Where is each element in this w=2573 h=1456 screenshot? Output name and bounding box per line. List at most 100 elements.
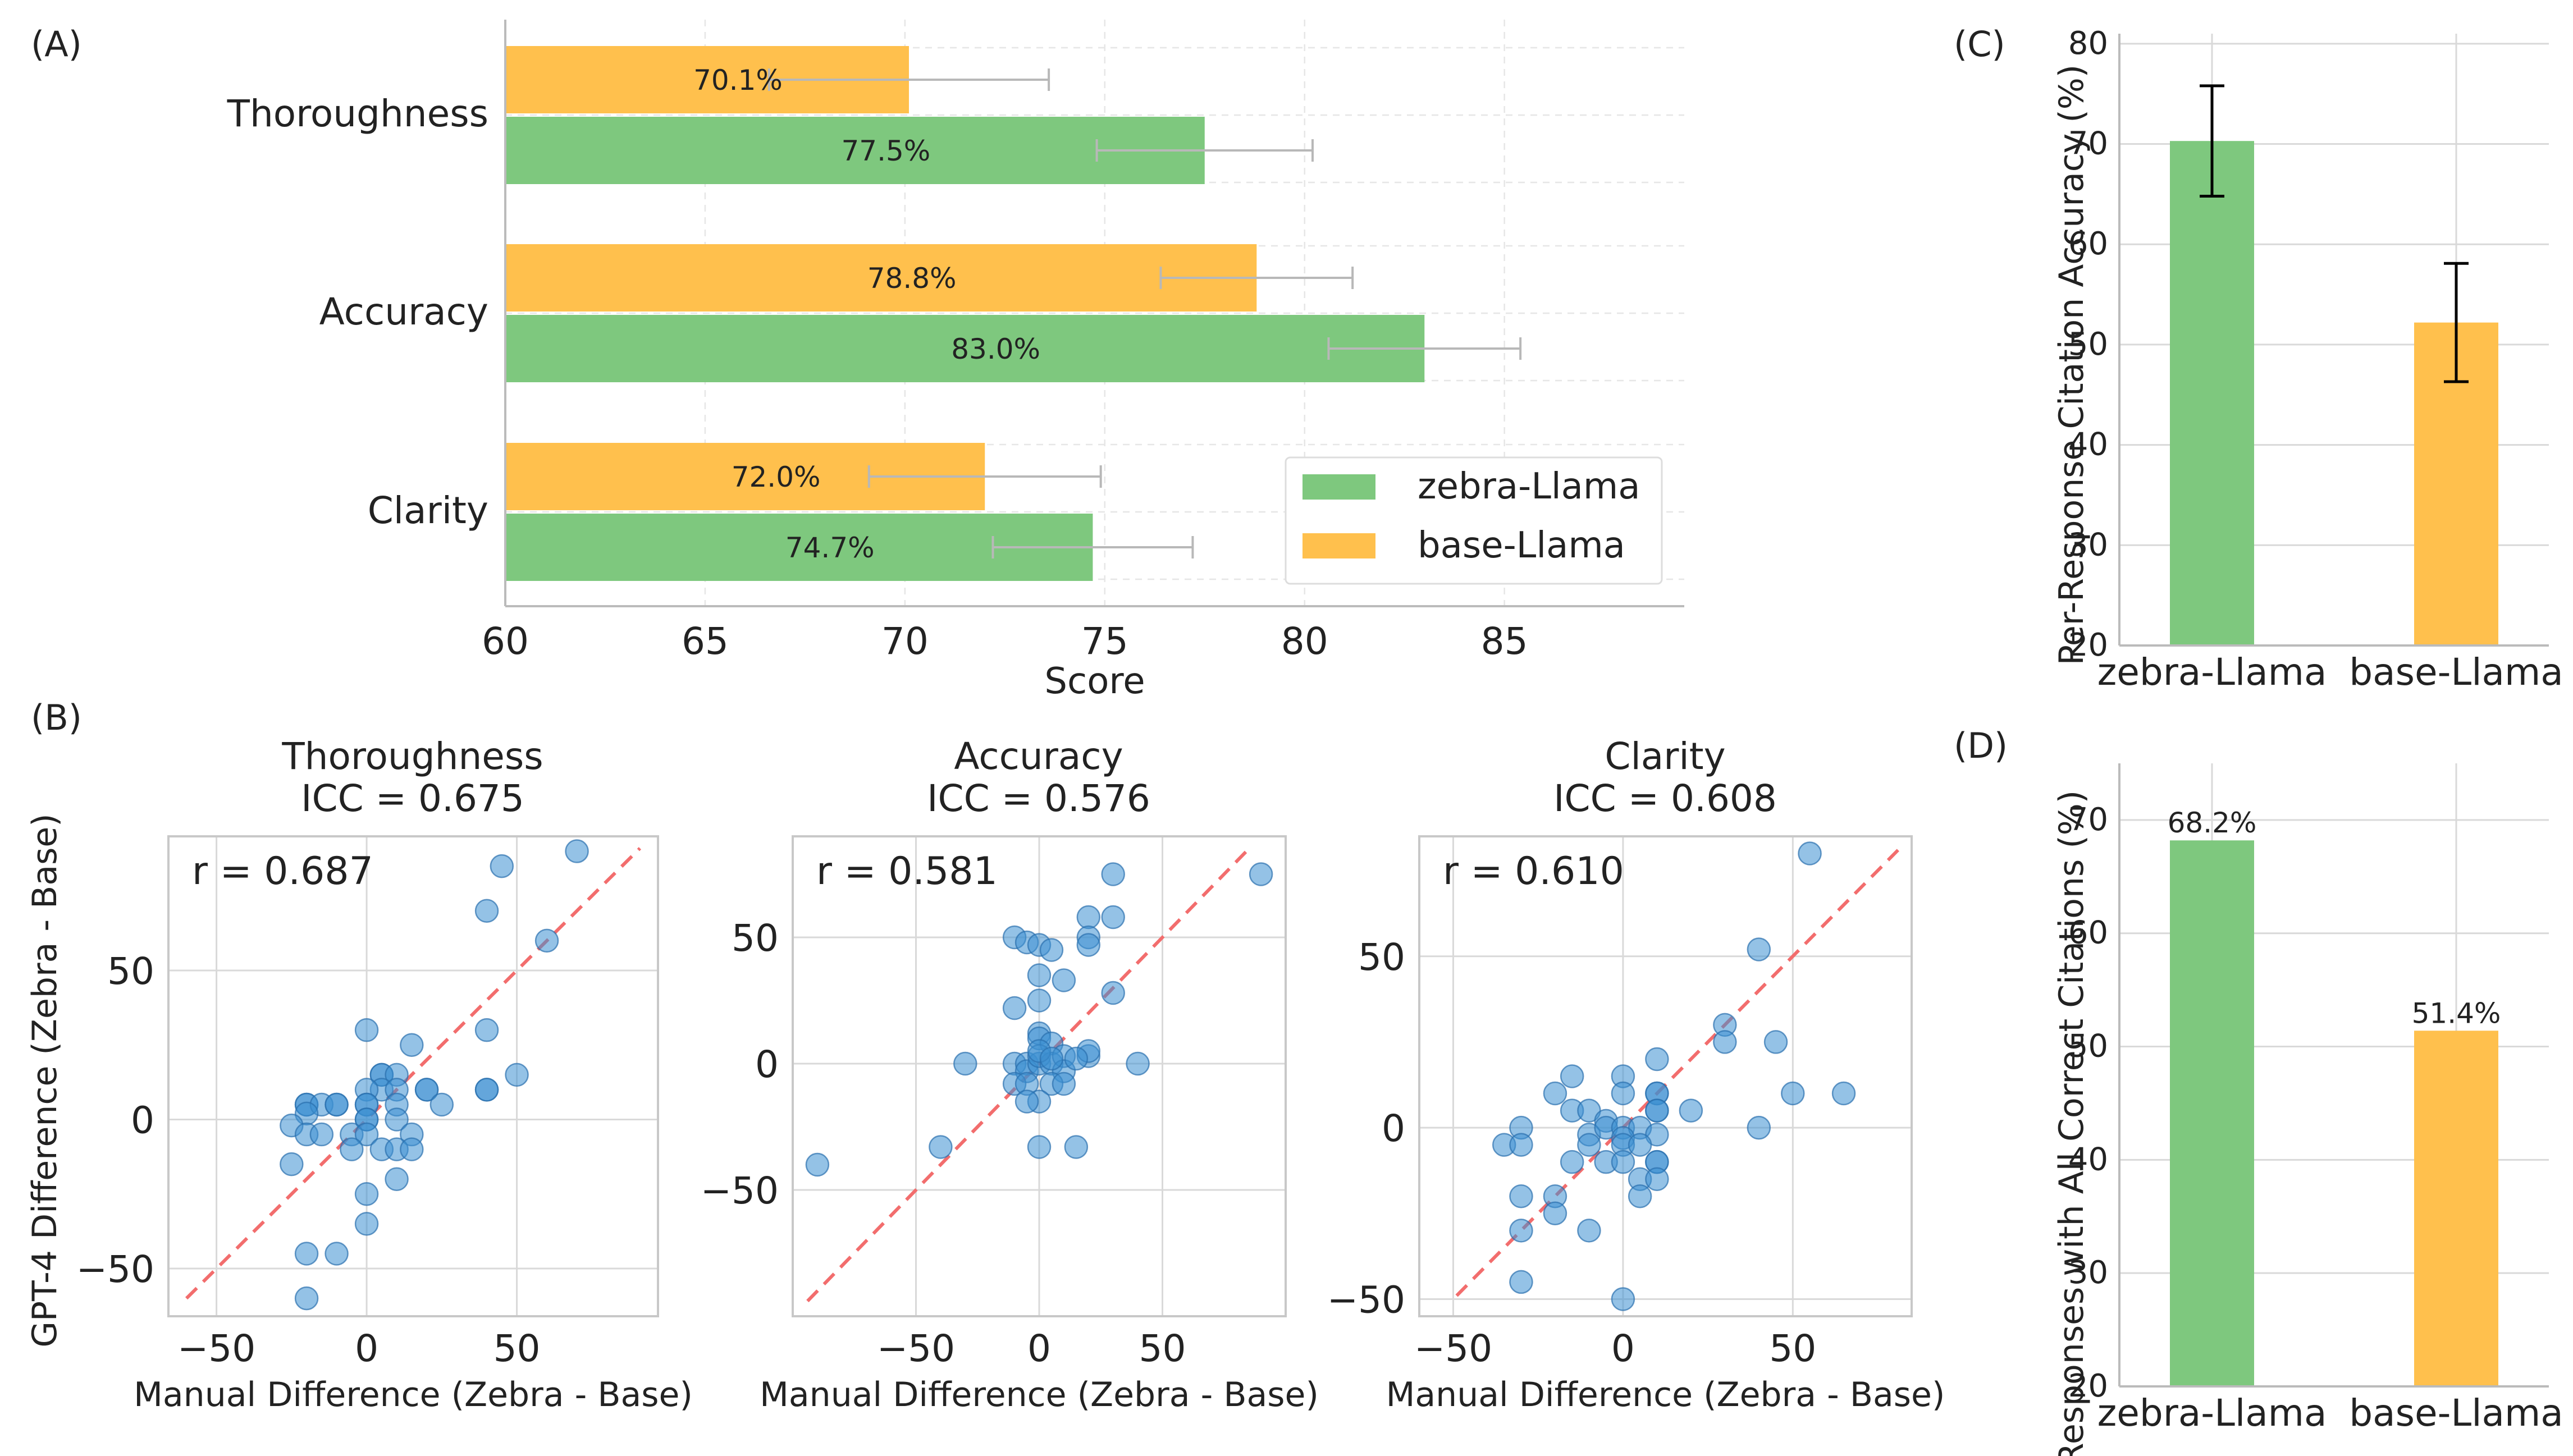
panel-c-bar-chart: Per-Response Citation Accuracy (%) 20 30 4…	[2052, 25, 2563, 694]
a-data-label-zebra: 77.5%	[841, 135, 930, 167]
a-data-label-zebra: 83.0%	[951, 333, 1040, 365]
a-bar-zebra	[505, 315, 1425, 382]
b3-point	[1747, 937, 1771, 961]
d-bar-base	[2414, 1031, 2498, 1386]
b2-title: Accuracy	[954, 735, 1123, 778]
panel-a-legend: zebra-Llama base-Llama	[1285, 456, 1663, 585]
b1-point	[429, 1092, 454, 1117]
b2-point	[1002, 996, 1027, 1020]
b2-x-tick-label: 0	[1027, 1327, 1051, 1370]
b2-point	[1027, 988, 1052, 1013]
b3-y-tick-label: −50	[1327, 1278, 1405, 1321]
d-category-label: base-Llama	[2349, 1391, 2563, 1435]
legend-label-zebra: zebra-Llama	[1418, 466, 1640, 507]
b3-point	[1560, 1064, 1584, 1088]
b1-x-tick-label: 0	[355, 1327, 378, 1370]
panel-a-x-label: Score	[1044, 661, 1145, 702]
b3-point	[1763, 1030, 1788, 1054]
b1-point	[474, 1018, 499, 1042]
b1-y-tick-label: −50	[76, 1248, 154, 1291]
a-x-tick-label: 85	[1481, 620, 1528, 663]
d-y-tick-label: 50	[2068, 1028, 2108, 1065]
b1-point	[325, 1092, 349, 1117]
b1-point	[354, 1018, 379, 1042]
b2-point	[1101, 862, 1125, 886]
b1-point	[474, 1078, 499, 1102]
b2-point	[929, 1135, 953, 1159]
b1-point	[294, 1242, 319, 1266]
b3-point	[1798, 841, 1822, 866]
d-bar-zebra	[2170, 840, 2254, 1386]
b1-point	[400, 1137, 424, 1161]
b3-point	[1781, 1081, 1805, 1106]
b3-identity-line	[1455, 849, 1899, 1297]
a-x-tick-label: 80	[1281, 620, 1328, 663]
c-y-tick-label: 80	[2068, 25, 2108, 62]
c-y-tick-label: 50	[2068, 326, 2108, 363]
b3-point	[1831, 1081, 1856, 1106]
c-y-tick-label: 40	[2068, 427, 2108, 463]
b3-point	[1560, 1150, 1584, 1174]
b2-x-label: Manual Difference (Zebra - Base)	[760, 1375, 1319, 1414]
a-data-label-zebra: 74.7%	[785, 532, 875, 564]
panel-label-d: (D)	[1954, 725, 2008, 766]
a-category-label: Clarity	[368, 489, 488, 532]
b1-point	[385, 1107, 409, 1132]
b2-subtitle: ICC = 0.576	[927, 777, 1150, 820]
b3-point	[1509, 1270, 1533, 1294]
b2-point	[953, 1051, 977, 1076]
c-y-tick-label: 60	[2068, 226, 2108, 262]
b3-x-label: Manual Difference (Zebra - Base)	[1386, 1375, 1945, 1414]
a-x-tick-label: 75	[1081, 620, 1128, 663]
b2-point	[1039, 1046, 1064, 1071]
b2-point	[1076, 905, 1101, 930]
b3-x-tick-label: 50	[1769, 1327, 1816, 1370]
b3-title: Clarity	[1605, 735, 1725, 778]
d-y-tick-label: 70	[2068, 802, 2108, 838]
b3-point	[1509, 1219, 1533, 1243]
b1-point	[294, 1286, 319, 1311]
b2-point	[1052, 968, 1076, 992]
b3-point	[1577, 1219, 1601, 1243]
panel-b-clarity-scatter: Clarity ICC = 0.608 −50−50 0 0 50 50 r = 0.61…	[1327, 735, 1945, 1414]
b3-point	[1628, 1184, 1652, 1208]
a-bar-zebra	[505, 117, 1205, 184]
legend-swatch-zebra	[1303, 474, 1375, 500]
panel-c-y-label: Per-Response Citation Accuracy (%)	[2052, 65, 2091, 665]
panel-a-bar-chart: 70.1% 77.5% 78.8% 83.0% 72.0% 74.7% Thoroughn…	[227, 20, 1684, 702]
b2-point	[1249, 862, 1273, 886]
b1-y-tick-label: 50	[107, 950, 154, 993]
b1-point	[505, 1063, 529, 1087]
panel-label-b: (B)	[31, 697, 82, 738]
b2-y-tick-label: −50	[701, 1169, 779, 1212]
b1-point	[490, 854, 514, 878]
a-bar-base	[505, 244, 1257, 312]
b2-point	[1027, 1135, 1052, 1159]
b1-point	[280, 1152, 304, 1176]
b2-point	[1064, 1135, 1089, 1159]
b1-r-annotation: r = 0.687	[192, 849, 373, 894]
d-category-label: zebra-Llama	[2097, 1391, 2327, 1435]
c-category-label: base-Llama	[2349, 651, 2563, 694]
d-y-tick-label: 40	[2068, 1141, 2108, 1178]
panel-d-y-label: Responses with All Correct Citations (%)	[2052, 790, 2091, 1456]
panel-label-c: (C)	[1954, 24, 2005, 65]
b1-point	[474, 899, 499, 923]
b2-point	[805, 1152, 830, 1177]
b2-frame	[792, 835, 1287, 1317]
b-y-label: GPT-4 Difference (Zebra - Base)	[25, 813, 65, 1347]
b3-x-tick-label: −50	[1414, 1327, 1492, 1370]
b1-x-tick-label: 50	[493, 1327, 541, 1370]
b3-point	[1611, 1081, 1635, 1106]
c-y-tick-label: 30	[2068, 526, 2108, 563]
b3-point	[1509, 1184, 1533, 1208]
panel-b-accuracy-scatter: Accuracy ICC = 0.576 −50 −50 0 0 50 50 r = 0.5…	[701, 735, 1319, 1414]
b2-point	[1014, 1089, 1039, 1114]
b2-point	[1064, 1046, 1089, 1071]
panel-b-thoroughness-scatter: Thoroughness ICC = 0.675 −50 −50 0 0 50 50 r =…	[76, 735, 693, 1414]
b3-point	[1713, 1030, 1737, 1054]
c-y-tick-label: 70	[2068, 126, 2108, 162]
b1-point	[340, 1137, 364, 1161]
b1-point	[325, 1242, 349, 1266]
